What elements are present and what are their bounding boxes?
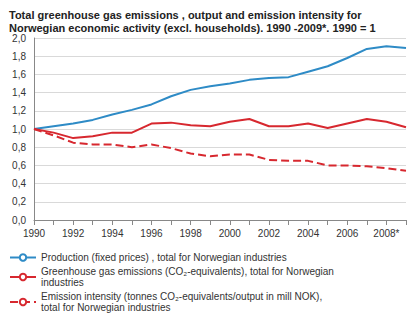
svg-text:2,0: 2,0	[12, 33, 26, 44]
svg-text:1998: 1998	[180, 228, 203, 239]
svg-text:industries: industries	[41, 277, 84, 288]
svg-text:2000: 2000	[219, 228, 242, 239]
svg-text:Norwegian economic activity (e: Norwegian economic activity (excl. house…	[9, 22, 376, 34]
svg-text:total for Norwegian industries: total for Norwegian industries	[41, 302, 171, 313]
svg-text:2002: 2002	[258, 228, 281, 239]
svg-text:2008*: 2008*	[373, 228, 399, 239]
svg-text:0,8: 0,8	[12, 142, 26, 153]
svg-text:0,4: 0,4	[12, 178, 26, 189]
svg-text:1990: 1990	[23, 228, 46, 239]
svg-text:1994: 1994	[101, 228, 124, 239]
svg-text:Total greenhouse gas emissions: Total greenhouse gas emissions , output …	[9, 9, 365, 21]
svg-text:Greenhouse gas emissions (CO₂-: Greenhouse gas emissions (CO₂-equivalent…	[41, 266, 337, 277]
svg-text:0,0: 0,0	[12, 215, 26, 226]
svg-text:2006: 2006	[336, 228, 359, 239]
svg-text:Emission intensity (tonnes CO₂: Emission intensity (tonnes CO₂-equivalen…	[41, 291, 325, 302]
svg-text:1,6: 1,6	[12, 69, 26, 80]
svg-text:0,2: 0,2	[12, 196, 26, 207]
svg-text:0,6: 0,6	[12, 160, 26, 171]
svg-text:1,2: 1,2	[12, 105, 26, 116]
svg-text:Production (fixed prices) , to: Production (fixed prices) , total for No…	[41, 252, 287, 263]
svg-text:1,4: 1,4	[12, 87, 26, 98]
svg-text:1,0: 1,0	[12, 124, 26, 135]
svg-text:1,8: 1,8	[12, 51, 26, 62]
svg-text:1992: 1992	[62, 228, 85, 239]
svg-text:1996: 1996	[140, 228, 163, 239]
svg-text:2004: 2004	[297, 228, 320, 239]
